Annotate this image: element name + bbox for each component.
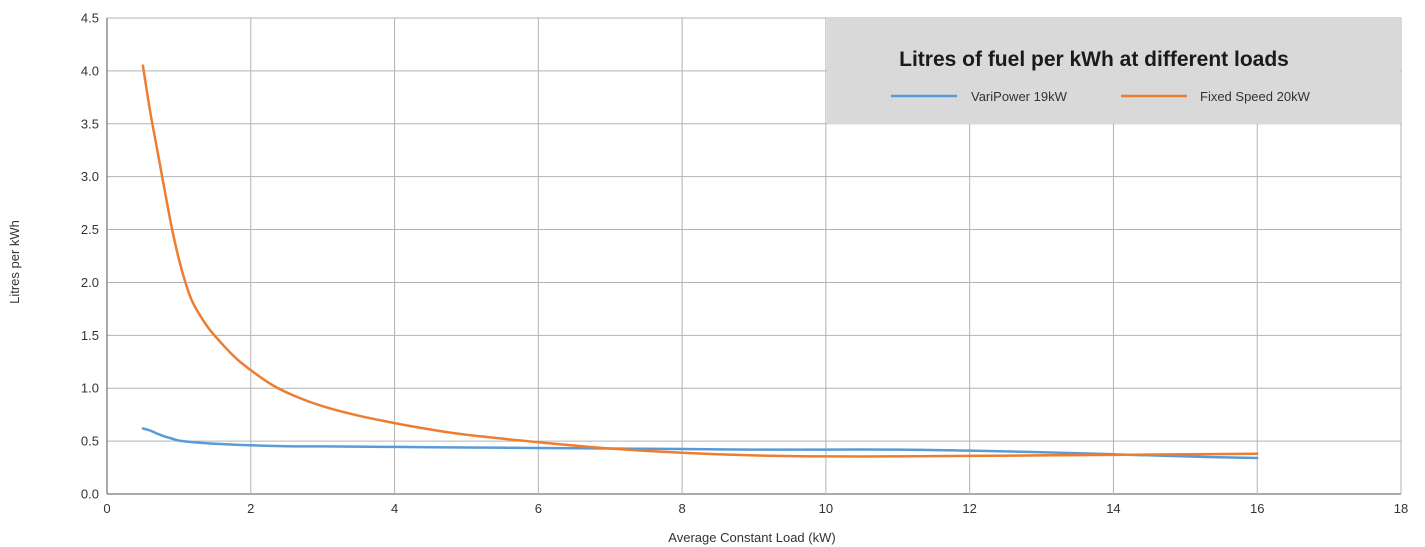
y-axis-ticks: 0.0 0.5 1.0 1.5 2.0 2.5 3.0 3.5 4.0 4.5 [81, 11, 99, 502]
x-tick-label: 6 [535, 501, 542, 516]
x-axis-title: Average Constant Load (kW) [668, 530, 835, 545]
x-axis-ticks: 0 2 4 6 8 10 12 14 16 18 [103, 501, 1408, 516]
y-tick-label: 3.5 [81, 116, 99, 131]
y-tick-label: 2.0 [81, 275, 99, 290]
legend-label-fixed-speed: Fixed Speed 20kW [1200, 89, 1311, 104]
y-tick-label: 0.0 [81, 487, 99, 502]
y-tick-label: 2.5 [81, 222, 99, 237]
series-line-fixed-speed [141, 64, 1259, 458]
series-line-varipower [141, 427, 1259, 460]
x-tick-label: 10 [819, 501, 833, 516]
y-axis-title: Litres per kWh [7, 220, 22, 304]
x-tick-label: 14 [1106, 501, 1120, 516]
y-tick-label: 3.0 [81, 169, 99, 184]
y-tick-label: 4.5 [81, 11, 99, 26]
series-lines [141, 64, 1259, 460]
x-tick-label: 4 [391, 501, 398, 516]
y-tick-label: 1.0 [81, 381, 99, 396]
chart-title: Litres of fuel per kWh at different load… [899, 48, 1289, 71]
y-tick-label: 1.5 [81, 328, 99, 343]
y-tick-label: 0.5 [81, 434, 99, 449]
x-tick-label: 16 [1250, 501, 1264, 516]
legend-box [827, 18, 1400, 124]
x-tick-label: 18 [1394, 501, 1408, 516]
x-tick-label: 8 [678, 501, 685, 516]
x-tick-label: 0 [103, 501, 110, 516]
legend-label-varipower: VariPower 19kW [971, 89, 1068, 104]
y-tick-label: 4.0 [81, 63, 99, 78]
grid-lines [106, 17, 1402, 495]
legend: Litres of fuel per kWh at different load… [827, 18, 1400, 124]
x-tick-label: 2 [247, 501, 254, 516]
x-tick-label: 12 [962, 501, 976, 516]
